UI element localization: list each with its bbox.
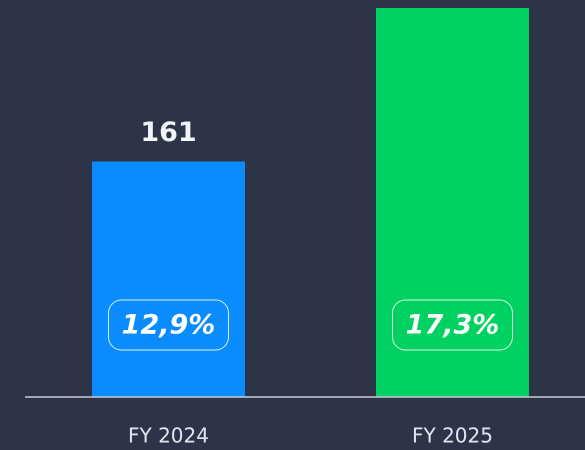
margin-badge [108,299,229,351]
x-tick-label: FY 2025 [412,424,493,448]
value-label: 161 [140,117,196,148]
bar [92,161,245,397]
margin-label: 12,9% [122,310,216,341]
margin-label: 17,3% [406,310,500,341]
bar [376,8,529,397]
x-tick-label: FY 2024 [128,424,209,448]
margin-badge [392,299,513,351]
